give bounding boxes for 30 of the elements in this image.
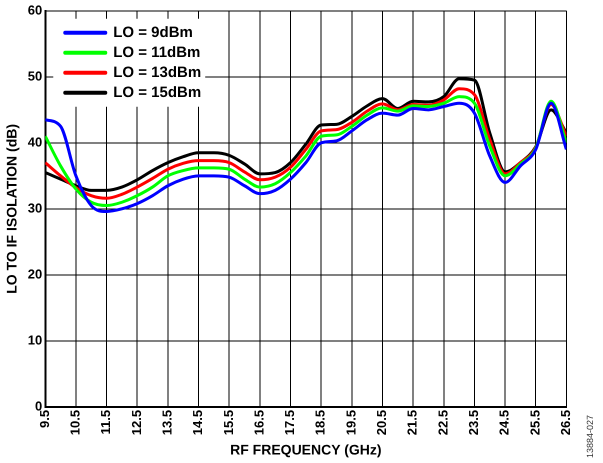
x-tick-label: 17.5 xyxy=(282,410,298,436)
x-tick-label: 21.5 xyxy=(404,410,420,436)
x-tick-label: 19.5 xyxy=(343,410,358,436)
legend-label: LO = 13dBm xyxy=(113,64,202,81)
text: 13884-027 xyxy=(585,414,595,458)
x-tick-label: 13.5 xyxy=(159,410,174,436)
legend-label: LO = 15dBm xyxy=(113,84,202,101)
x-tick-label: 26.5 xyxy=(558,410,573,436)
y-tick-label: 20 xyxy=(28,266,42,282)
y-tick-label: 40 xyxy=(28,134,42,150)
x-tick-label: 25.5 xyxy=(527,410,542,436)
x-tick-label: 14.5 xyxy=(190,410,206,436)
y-tick-label: 60 xyxy=(28,2,42,18)
x-tick-label: 12.5 xyxy=(128,410,144,436)
x-tick-label: 22.5 xyxy=(435,410,450,436)
x-tick-label: 16.5 xyxy=(251,410,266,436)
x-axis-title: RF FREQUENCY (GHz) xyxy=(230,441,382,458)
x-tick-label: 20.5 xyxy=(374,410,390,436)
y-axis-title: LO TO IF ISOLATION (dB) xyxy=(3,124,20,294)
x-tick-label: 11.5 xyxy=(98,410,114,434)
x-tick-label: 18.5 xyxy=(312,410,328,436)
legend-label: LO = 11dBm xyxy=(113,44,200,61)
y-tick-label: 10 xyxy=(28,332,42,348)
x-tick-label: 10.5 xyxy=(67,410,82,436)
y-tick-label: 50 xyxy=(28,68,42,84)
x-tick-label: 23.5 xyxy=(466,410,482,436)
legend-label: LO = 9dBm xyxy=(113,24,193,41)
x-tick-label: 15.5 xyxy=(220,410,236,436)
y-tick-label: 30 xyxy=(28,200,42,216)
x-tick-label: 24.5 xyxy=(496,410,512,436)
